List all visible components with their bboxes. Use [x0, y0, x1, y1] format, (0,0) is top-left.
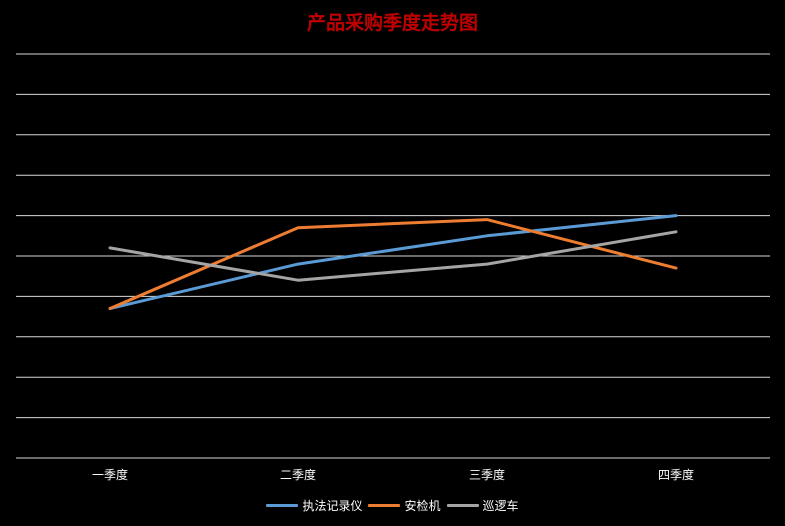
legend-item-series-1[interactable]: 安检机 [368, 497, 441, 514]
x-tick-label: 一季度 [91, 468, 129, 482]
legend-line-icon [368, 504, 401, 507]
legend: 执法记录仪 安检机 巡逻车 [0, 497, 785, 514]
series-line-0[interactable] [108, 214, 678, 310]
legend-item-series-2[interactable]: 巡逻车 [446, 497, 519, 514]
legend-label: 安检机 [404, 499, 441, 513]
series-lines [108, 214, 678, 310]
legend-item-series-0[interactable]: 执法记录仪 [266, 497, 362, 514]
x-tick-label: 四季度 [657, 468, 695, 482]
chart-title: 产品采购季度走势图 [306, 12, 478, 34]
legend-line-icon [266, 504, 299, 507]
legend-label: 巡逻车 [482, 499, 519, 513]
legend-label: 执法记录仪 [302, 499, 363, 513]
x-tick-label: 三季度 [468, 468, 506, 482]
gridlines [16, 53, 770, 459]
series-line-2[interactable] [108, 230, 678, 282]
series-line-1[interactable] [108, 218, 678, 310]
x-tick-label: 二季度 [279, 468, 317, 482]
legend-line-icon [446, 504, 479, 507]
